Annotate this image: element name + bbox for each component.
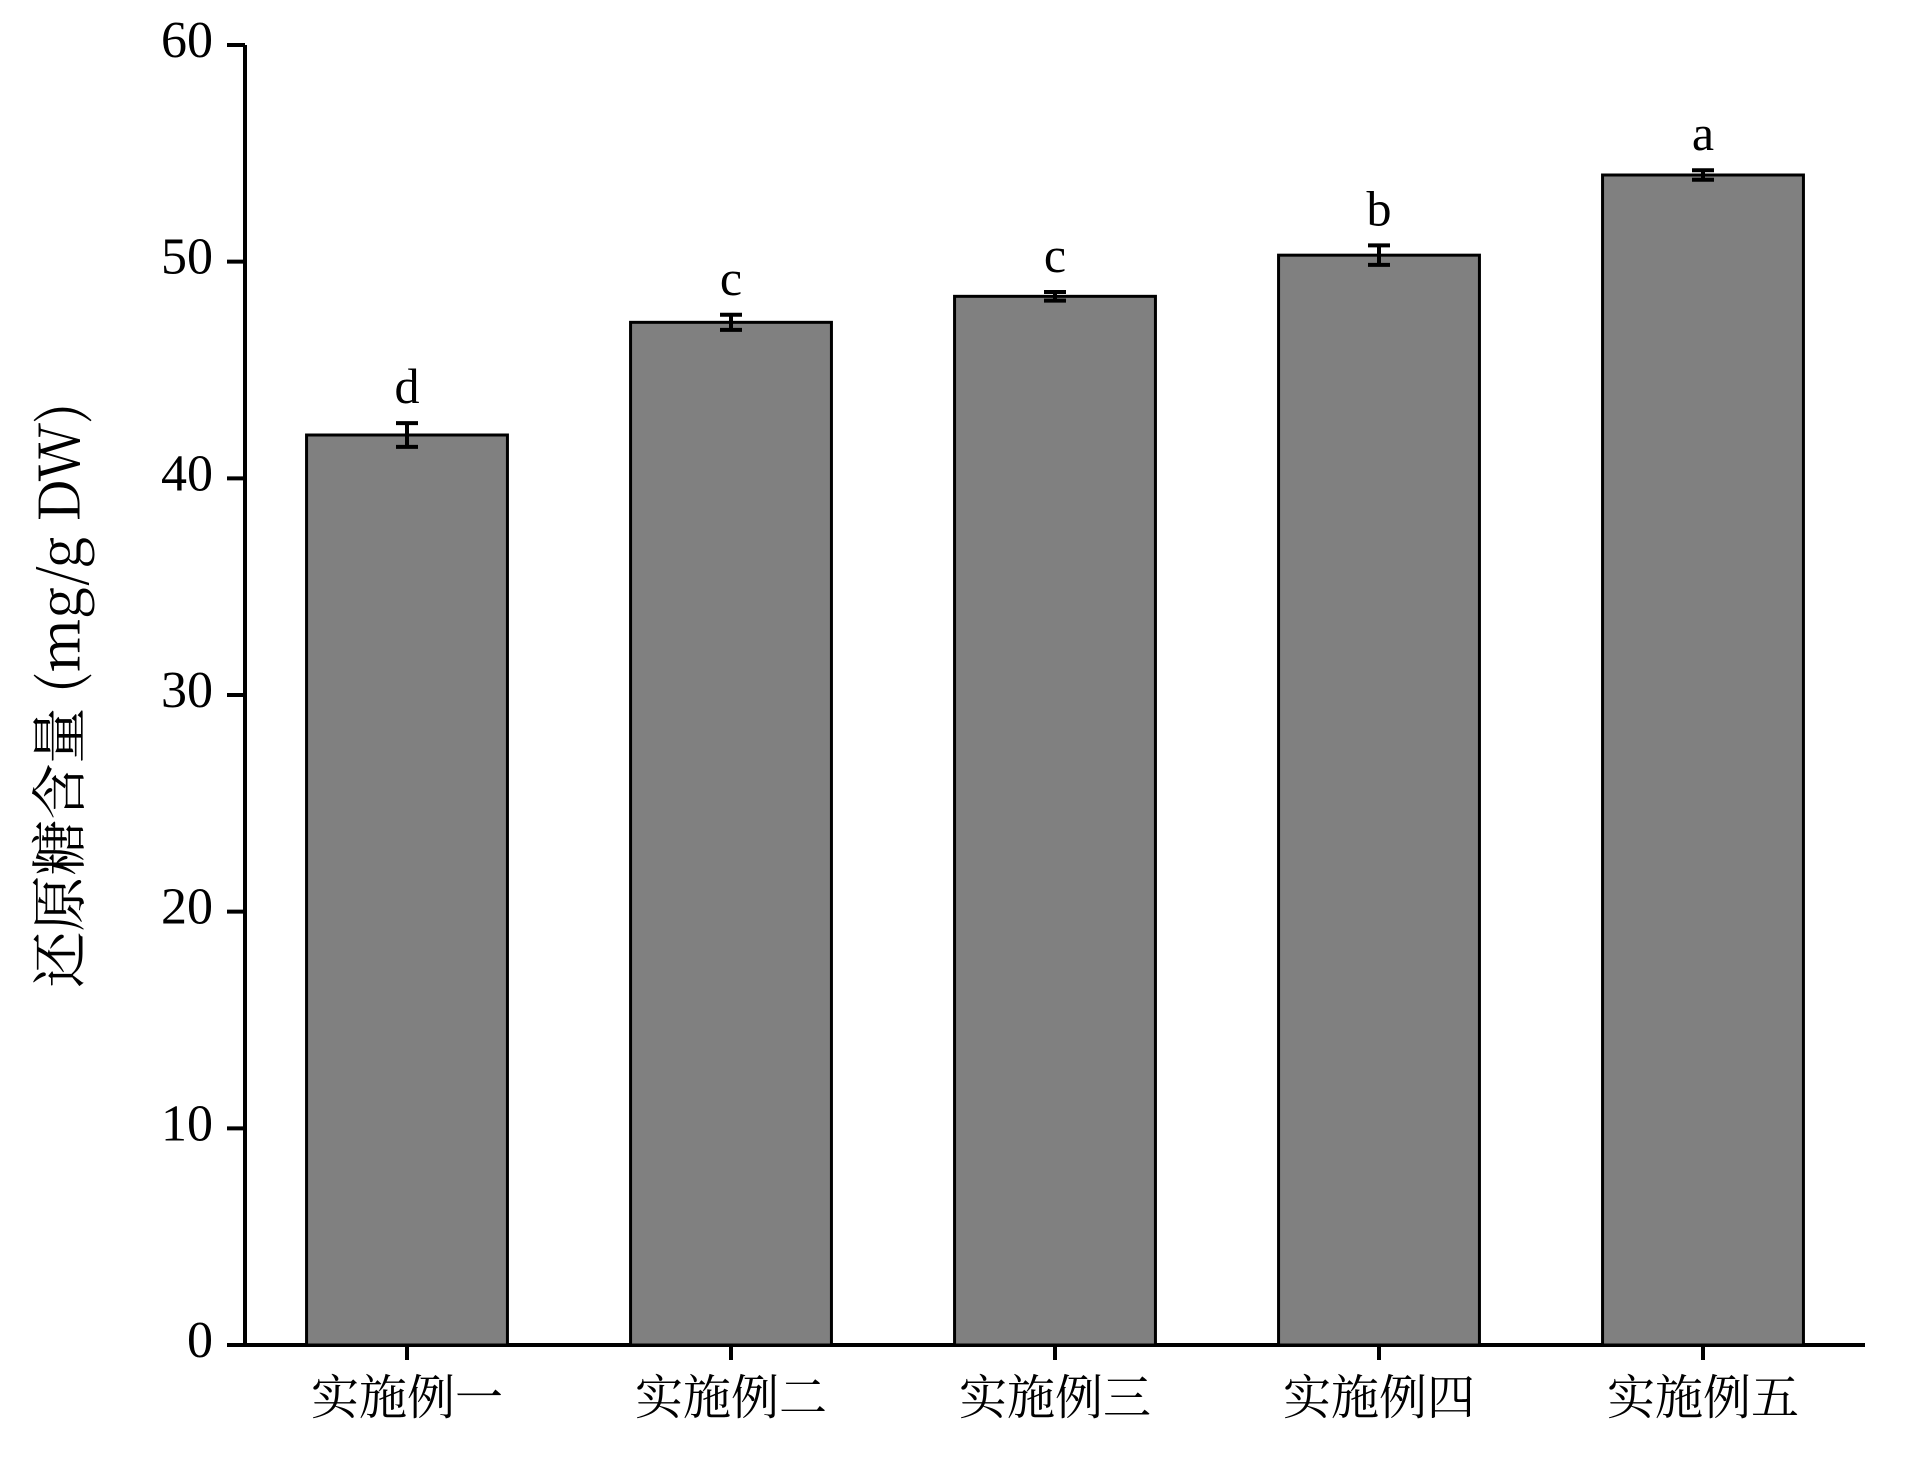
significance-label: d: [395, 358, 420, 414]
significance-label: a: [1692, 105, 1714, 161]
y-tick-label: 20: [161, 879, 213, 936]
significance-label: c: [1044, 227, 1066, 283]
bar-chart: 0 10 20 30 40 50 60 还原糖含量 (mg/g DW) d 实施例一 c 实施例二 c 实…: [0, 0, 1906, 1460]
x-tick-label: 实施例四: [1283, 1359, 1475, 1428]
y-axis-label: 还原糖含量 (mg/g DW): [16, 402, 96, 987]
bar: [1279, 255, 1480, 1345]
x-tick-label: 实施例二: [635, 1359, 827, 1428]
bar: [955, 296, 1156, 1345]
bar: [1603, 175, 1804, 1345]
x-tick-label: 实施例一: [311, 1359, 503, 1428]
x-tick-label: 实施例五: [1607, 1359, 1799, 1428]
y-tick-label: 30: [161, 662, 213, 719]
y-tick-label: 0: [187, 1312, 213, 1369]
significance-label: b: [1367, 180, 1392, 236]
significance-label: c: [720, 250, 742, 306]
bar: [631, 322, 832, 1345]
y-tick-label: 60: [161, 12, 213, 69]
bar: [307, 435, 508, 1345]
y-tick-label: 50: [161, 229, 213, 286]
y-tick-label: 40: [161, 445, 213, 502]
x-tick-label: 实施例三: [959, 1359, 1151, 1428]
y-tick-label: 10: [161, 1095, 213, 1152]
chart-container: 0 10 20 30 40 50 60 还原糖含量 (mg/g DW) d 实施例一 c 实施例二 c 实…: [0, 0, 1906, 1460]
